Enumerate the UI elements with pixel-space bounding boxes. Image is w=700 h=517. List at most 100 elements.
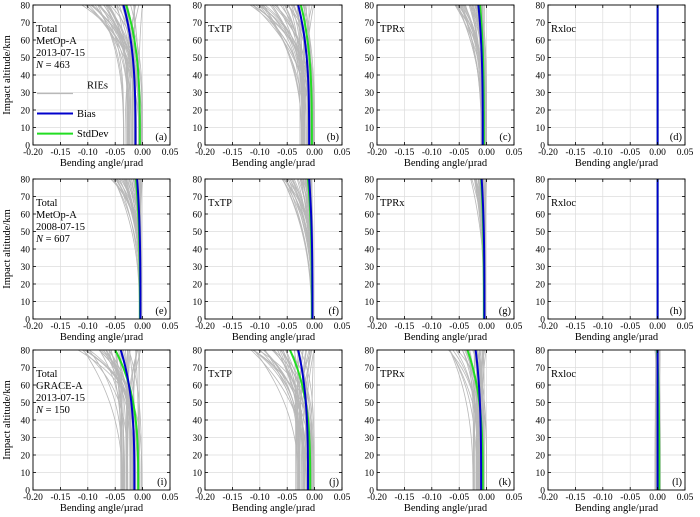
ries-line — [94, 5, 124, 145]
ries-line — [105, 5, 140, 145]
x-tick-label: -0.20 — [23, 148, 43, 158]
y-tick-label: 20 — [536, 452, 546, 462]
y-tick-label: 20 — [21, 107, 31, 117]
y-tick-label: 60 — [21, 382, 31, 392]
y-tick-label: 70 — [21, 193, 31, 203]
x-tick-label: -0.15 — [395, 148, 415, 158]
y-tick-label: 50 — [193, 228, 203, 238]
y-tick-label: 20 — [193, 107, 203, 117]
x-tick-label: -0.10 — [593, 148, 613, 158]
ries-line — [99, 350, 126, 490]
annotation-line: TxTP — [208, 198, 232, 209]
panel-label: (b) — [327, 132, 340, 143]
stddev-line — [479, 5, 485, 145]
ries-line — [259, 350, 304, 490]
legend-item: StdDev — [37, 129, 109, 140]
x-tick-label: 0.05 — [334, 148, 351, 158]
y-tick-label: 70 — [365, 364, 375, 374]
y-tick-label: 40 — [21, 417, 31, 427]
x-tick-label: -0.10 — [593, 322, 613, 332]
y-tick-label: 70 — [21, 364, 31, 374]
y-tick-label: 0 — [369, 142, 374, 152]
x-tick-label: -0.10 — [250, 493, 270, 503]
y-tick-label: 10 — [536, 124, 546, 134]
x-tick-label: 0.00 — [478, 493, 495, 503]
y-tick-label: 50 — [365, 54, 375, 64]
x-tick-label: -0.05 — [449, 493, 469, 503]
x-tick-label: -0.05 — [277, 148, 297, 158]
y-tick-label: 0 — [197, 316, 202, 326]
x-tick-label: -0.15 — [395, 493, 415, 503]
panel-h: -0.20 -0.15 -0.10 -0.05 0.00 0.05 0 10 20 30 40 50 6… — [536, 176, 694, 344]
x-tick-label: -0.05 — [277, 493, 297, 503]
x-tick-label: -0.10 — [250, 148, 270, 158]
bias-line — [477, 5, 484, 145]
curves — [81, 5, 143, 145]
x-tick-label: 0.05 — [506, 493, 523, 503]
panel-label: (j) — [329, 477, 339, 488]
stddev-line — [125, 5, 141, 145]
y-tick-label: 50 — [536, 228, 546, 238]
x-tick-label: -0.10 — [593, 493, 613, 503]
stddev-line — [114, 350, 140, 490]
ries-line — [127, 350, 131, 490]
x-tick-label: -0.10 — [422, 148, 442, 158]
x-tick-label: -0.10 — [78, 322, 98, 332]
y-tick-label: 40 — [21, 246, 31, 256]
y-tick-label: 40 — [365, 246, 375, 256]
y-tick-label: 80 — [365, 2, 375, 12]
y-tick-label: 30 — [21, 89, 31, 99]
annotation-line: N = 607 — [35, 234, 70, 245]
annotation-line: GRACE-A — [36, 381, 83, 392]
ries-line — [124, 5, 140, 145]
y-tick-label: 50 — [21, 399, 31, 409]
x-tick-label: -0.05 — [105, 148, 125, 158]
ries-line — [449, 350, 474, 490]
y-tick-label: 70 — [193, 364, 203, 374]
ries-line — [108, 5, 129, 145]
x-tick-label: 0.05 — [162, 493, 179, 503]
y-tick-label: 70 — [193, 19, 203, 29]
ries-line — [264, 5, 305, 145]
y-tick-label: 40 — [193, 72, 203, 82]
bias-line — [474, 350, 483, 490]
y-tick-label: 0 — [25, 487, 30, 497]
y-tick-label: 0 — [540, 316, 545, 326]
y-tick-label: 50 — [536, 399, 546, 409]
x-tick-label: -0.15 — [51, 148, 71, 158]
y-tick-label: 60 — [536, 37, 546, 47]
panel-a: -0.20 -0.15 -0.10 -0.05 0.00 0.05 0 10 20 30 40 50 6… — [2, 2, 179, 170]
x-axis-label: Bending angle/µrad — [60, 332, 144, 343]
y-tick-label: 60 — [21, 211, 31, 221]
y-tick-label: 0 — [25, 316, 30, 326]
y-tick-label: 10 — [193, 298, 203, 308]
y-tick-label: 30 — [536, 263, 546, 273]
y-tick-label: 30 — [21, 434, 31, 444]
ries-line — [105, 5, 132, 145]
y-tick-label: 70 — [193, 193, 203, 203]
y-tick-label: 50 — [193, 399, 203, 409]
y-tick-label: 0 — [369, 316, 374, 326]
x-axis-label: Bending angle/µrad — [60, 503, 144, 514]
x-tick-label: -0.15 — [566, 493, 586, 503]
panel-c: -0.20 -0.15 -0.10 -0.05 0.00 0.05 0 10 20 30 40 50 6… — [365, 2, 523, 170]
ries-line — [252, 5, 311, 145]
curves — [250, 350, 315, 490]
stddev-line — [289, 350, 312, 490]
y-tick-label: 30 — [536, 89, 546, 99]
ries-line — [257, 5, 308, 145]
x-tick-label: 0.00 — [306, 148, 323, 158]
ries-line — [99, 350, 143, 490]
ries-line — [302, 5, 315, 145]
y-tick-label: 30 — [536, 434, 546, 444]
x-axis-label: Bending angle/µrad — [232, 503, 316, 514]
annotation-line: Total — [36, 198, 58, 209]
y-tick-label: 30 — [21, 263, 31, 273]
annotation-line: TPRx — [380, 369, 405, 380]
ries-line — [116, 5, 128, 145]
y-tick-label: 10 — [536, 298, 546, 308]
ries-line — [477, 350, 485, 490]
y-tick-label: 80 — [21, 2, 31, 12]
curves — [448, 350, 487, 490]
